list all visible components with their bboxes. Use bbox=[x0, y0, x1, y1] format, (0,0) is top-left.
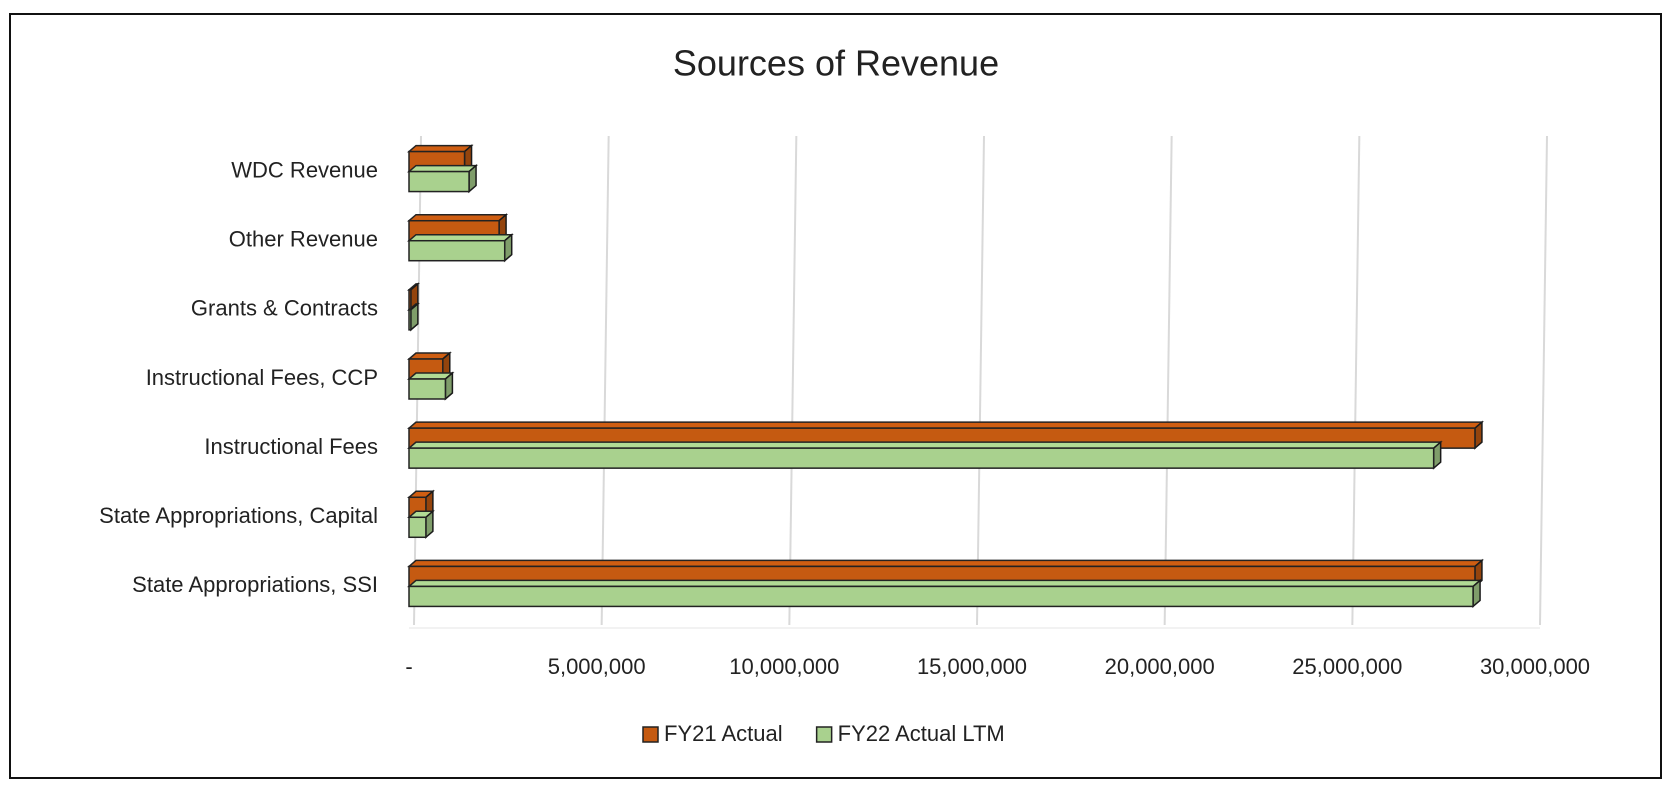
bar bbox=[408, 289, 412, 311]
x-tick-label: - bbox=[405, 654, 412, 679]
x-tick-label: 15,000,000 bbox=[917, 654, 1027, 679]
bar-top bbox=[406, 559, 1484, 568]
y-tick-label: WDC Revenue bbox=[231, 157, 378, 182]
grid-line bbox=[1163, 135, 1173, 626]
y-tick-label: Grants & Contracts bbox=[191, 296, 378, 321]
grid-line bbox=[1351, 135, 1361, 626]
bar bbox=[408, 170, 470, 193]
grid-line bbox=[976, 135, 985, 626]
bar bbox=[408, 239, 506, 262]
bar-top bbox=[406, 164, 479, 173]
y-tick-label: State Appropriations, Capital bbox=[99, 503, 378, 528]
x-tick-label: 10,000,000 bbox=[729, 654, 839, 679]
legend-label: FY22 Actual LTM bbox=[838, 721, 1005, 746]
grid-line bbox=[600, 135, 610, 626]
x-tick-label: 30,000,000 bbox=[1480, 654, 1590, 679]
x-tick-label: 20,000,000 bbox=[1105, 654, 1215, 679]
bar bbox=[408, 378, 447, 400]
bar bbox=[408, 516, 427, 539]
bar-top bbox=[406, 421, 1484, 429]
bar-top bbox=[406, 441, 1443, 449]
grid-line bbox=[788, 135, 798, 626]
legend-label: FY21 Actual bbox=[664, 721, 783, 746]
y-tick-label: Instructional Fees bbox=[204, 434, 378, 459]
y-tick-label: Instructional Fees, CCP bbox=[146, 365, 378, 390]
y-tick-label: Other Revenue bbox=[229, 227, 378, 252]
bar-top bbox=[406, 579, 1483, 588]
bar bbox=[408, 585, 1474, 608]
bar bbox=[408, 447, 1435, 469]
bar-top bbox=[406, 213, 509, 222]
chart-title: Sources of Revenue bbox=[673, 43, 999, 84]
bar-top bbox=[406, 233, 514, 242]
bar bbox=[408, 309, 412, 331]
x-tick-label: 25,000,000 bbox=[1292, 654, 1402, 679]
chart-border bbox=[9, 13, 1662, 779]
legend-swatch bbox=[815, 726, 833, 743]
bar-top bbox=[406, 144, 474, 153]
legend-swatch bbox=[642, 726, 659, 743]
grid-line bbox=[1539, 135, 1548, 626]
y-tick-label: State Appropriations, SSI bbox=[132, 572, 378, 597]
x-tick-label: 5,000,000 bbox=[548, 654, 646, 679]
